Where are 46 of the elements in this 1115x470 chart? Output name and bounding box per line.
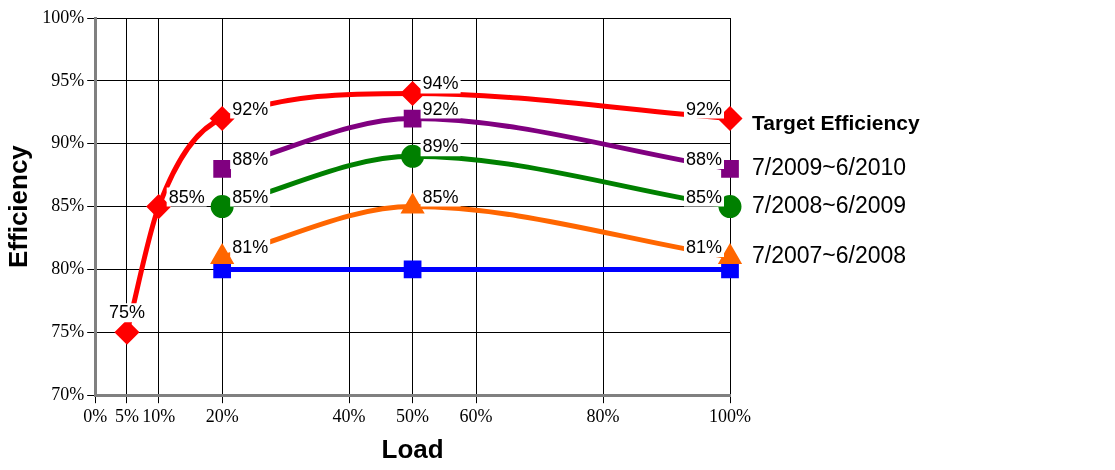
point — [210, 195, 234, 219]
data-label: 85% — [685, 186, 722, 207]
y-tick-label: 80% — [51, 258, 85, 279]
point — [147, 195, 171, 219]
series-label: 7/2007~6/2008 — [752, 242, 907, 269]
point — [213, 160, 232, 178]
data-label: 92% — [685, 98, 722, 119]
x-tick-label: 5% — [114, 405, 139, 426]
x-tick-label: 40% — [332, 405, 366, 426]
y-tick-label: 100% — [42, 6, 85, 27]
x-tick-label: 0% — [83, 405, 108, 426]
point — [401, 144, 425, 168]
data-label: 94% — [422, 73, 459, 94]
data-label: 85% — [232, 186, 269, 207]
series-label: Target Efficiency — [752, 111, 920, 135]
x-tick-label: 10% — [142, 405, 176, 426]
point — [403, 260, 422, 279]
data-label: 92% — [232, 98, 269, 119]
y-tick-label: 95% — [51, 69, 85, 90]
x-axis-title: Load — [381, 433, 444, 464]
x-tick-label: 80% — [586, 405, 620, 426]
y-tick-label: 70% — [51, 383, 85, 404]
x-tick-label: 60% — [459, 405, 493, 426]
data-label: 85% — [168, 186, 205, 207]
point — [403, 109, 422, 128]
y-tick-label: 75% — [51, 321, 85, 342]
x-tick-label: 20% — [205, 405, 239, 426]
point — [210, 107, 234, 131]
point — [721, 160, 739, 178]
y-axis-title: Efficiency — [2, 144, 33, 269]
data-label: 75% — [108, 302, 145, 323]
data-label: 81% — [232, 236, 269, 257]
data-label: 88% — [685, 148, 722, 169]
data-label: 81% — [685, 236, 722, 257]
point — [115, 320, 139, 344]
data-label: 85% — [422, 186, 459, 207]
y-tick-label: 90% — [51, 132, 85, 153]
series-label: 7/2008~6/2009 — [752, 191, 907, 218]
data-label: 92% — [422, 98, 459, 119]
data-label: 88% — [232, 148, 269, 169]
data-label: 89% — [422, 136, 459, 157]
x-tick-label: 50% — [396, 405, 430, 426]
series-label: 7/2009~6/2010 — [752, 154, 907, 181]
y-tick-label: 85% — [51, 195, 85, 216]
point — [401, 81, 425, 105]
x-tick-label: 100% — [709, 405, 751, 426]
